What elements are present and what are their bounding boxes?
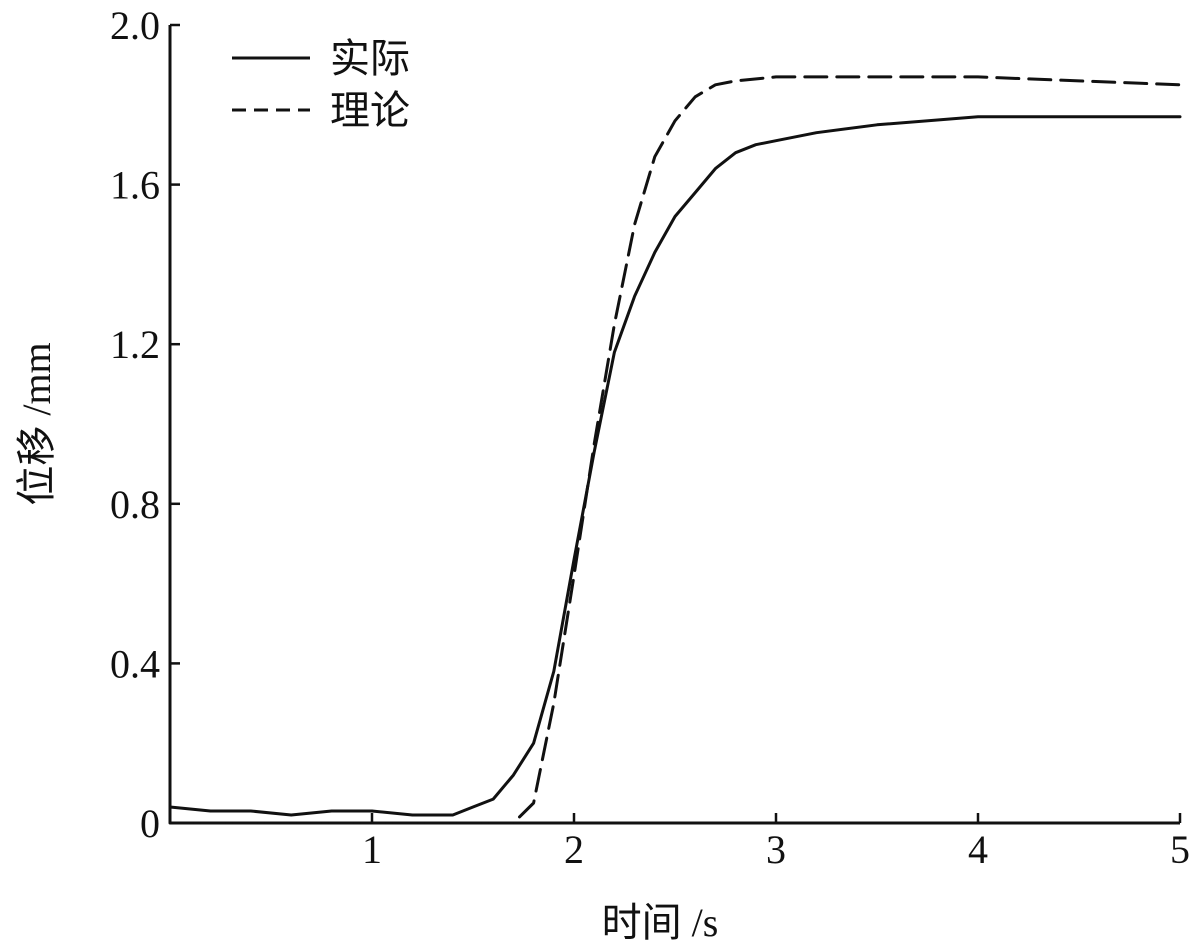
series-line-1	[168, 115, 1182, 817]
y-tick-label: 2.0	[110, 3, 160, 48]
y-tick-label: 0	[140, 801, 160, 846]
series-line-2	[168, 75, 1182, 825]
series-layer	[168, 75, 1182, 825]
ticks: 0 0.4 0.8 1.2 1.6 2.0 1 2 3 4 5	[110, 3, 1190, 872]
y-tick-label: 0.4	[110, 641, 160, 686]
legend-label-1: 实际	[330, 36, 410, 81]
axes	[168, 25, 1180, 825]
x-tick-label: 5	[1170, 827, 1190, 872]
x-tick-label: 4	[968, 827, 988, 872]
y-tick-label: 1.2	[110, 322, 160, 367]
x-tick-label: 3	[766, 827, 786, 872]
x-axis-title: 时间 /s	[602, 900, 719, 943]
legend-label-2: 理论	[330, 88, 410, 133]
y-tick-label: 1.6	[110, 163, 160, 208]
x-tick-label: 1	[362, 827, 382, 872]
y-axis-title: 位移 /mm	[14, 342, 59, 505]
y-tick-label: 0.8	[110, 482, 160, 527]
x-tick-label: 2	[564, 827, 584, 872]
